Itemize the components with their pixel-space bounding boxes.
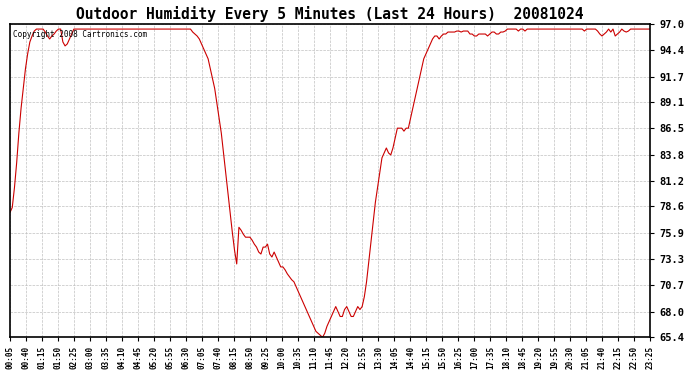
Title: Outdoor Humidity Every 5 Minutes (Last 24 Hours)  20081024: Outdoor Humidity Every 5 Minutes (Last 2…: [77, 6, 584, 21]
Text: Copyright 2008 Cartronics.com: Copyright 2008 Cartronics.com: [13, 30, 148, 39]
